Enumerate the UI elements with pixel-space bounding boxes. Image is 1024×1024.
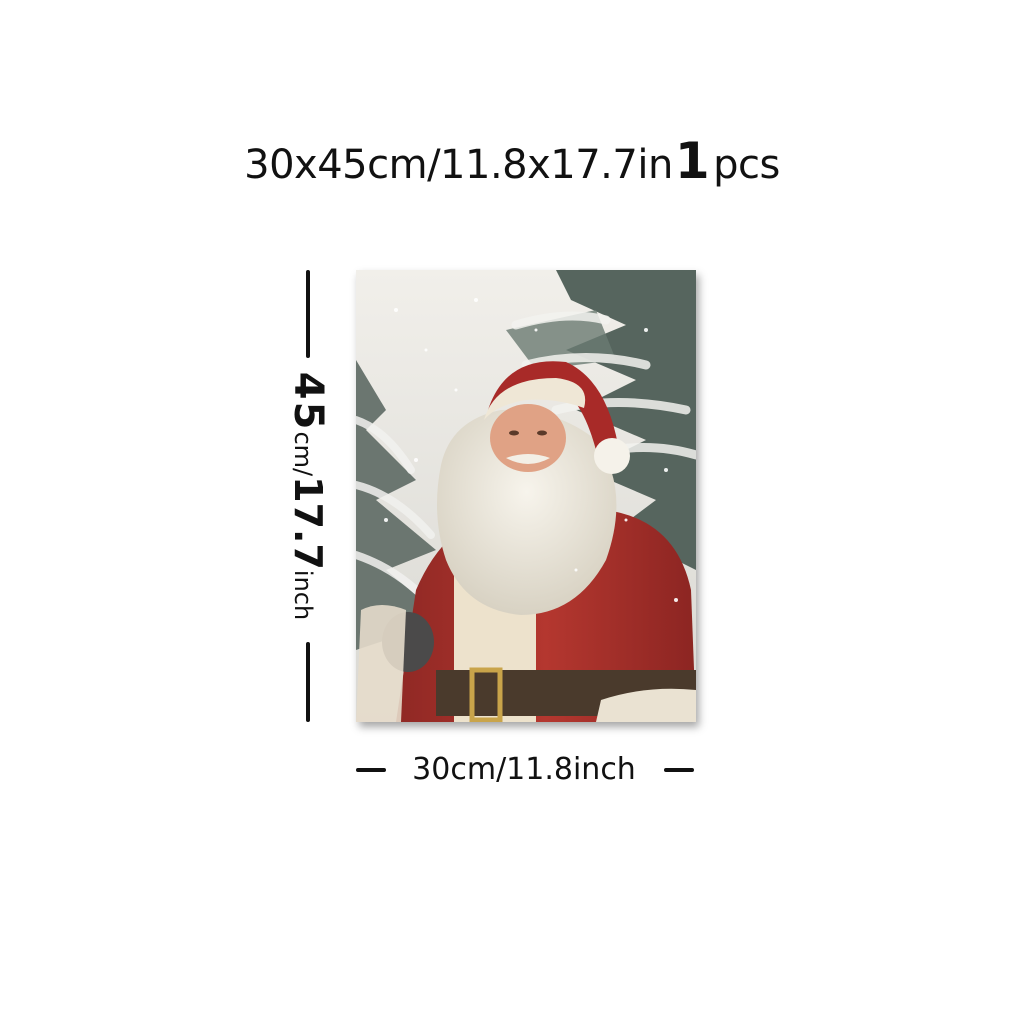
- height-value-cm: 45: [285, 371, 331, 432]
- canvas-print: [356, 270, 696, 722]
- height-line-top: [306, 270, 310, 358]
- pine-tree-right: [506, 270, 696, 570]
- width-line-left: [356, 768, 386, 772]
- size-text: 30x45cm/11.8x17.7in: [244, 142, 673, 188]
- santa-painting: [356, 270, 696, 722]
- height-unit-inch: inch: [289, 569, 317, 621]
- santa-mustache: [506, 454, 550, 464]
- height-line-bottom: [306, 642, 310, 722]
- belt-buckle: [469, 667, 503, 722]
- snowflakes: [384, 298, 678, 602]
- hat-pompom: [594, 438, 630, 474]
- height-label: 45cm/17.7inch: [285, 372, 331, 620]
- height-unit-cm: cm/: [289, 431, 317, 477]
- hat-fur-band: [484, 378, 586, 420]
- height-value-inch: 17.7: [286, 476, 330, 570]
- quantity-number: 1: [674, 132, 710, 190]
- santa-beard: [437, 409, 617, 615]
- size-headline: 30x45cm/11.8x17.7in1 pcs: [0, 132, 1024, 190]
- quantity-unit: pcs: [713, 142, 780, 188]
- santa-face: [490, 404, 566, 472]
- width-label: 30cm/11.8inch: [412, 752, 636, 787]
- width-line-right: [664, 768, 694, 772]
